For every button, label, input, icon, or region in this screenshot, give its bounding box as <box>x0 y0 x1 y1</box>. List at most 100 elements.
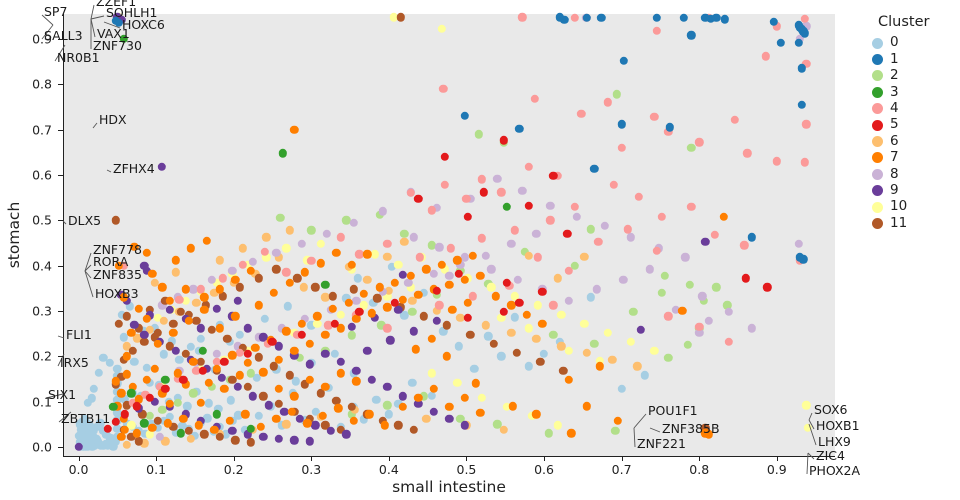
annotation-leader <box>90 4 95 20</box>
legend-swatch-icon <box>872 54 883 66</box>
x-tick-mark <box>699 456 701 461</box>
legend-swatch-icon <box>872 152 883 164</box>
x-tick-label: 0.3 <box>301 462 322 477</box>
gene-annotation-label: RORA <box>93 254 129 269</box>
annotation-leader <box>103 21 121 29</box>
gene-annotation-label: SOHLH1 <box>106 5 158 20</box>
gene-annotation-label: SOX6 <box>814 402 848 417</box>
legend-swatch-icon <box>872 37 883 49</box>
x-tick-label: 0.0 <box>68 462 89 477</box>
y-tick-mark <box>58 129 63 131</box>
gene-annotation-label: SALL3 <box>44 28 83 43</box>
gene-annotation-label: ZFHX4 <box>113 161 155 176</box>
legend-swatch-icon <box>872 136 883 148</box>
legend-item-cluster-4[interactable]: 4 <box>872 101 960 117</box>
legend-label: 1 <box>890 50 899 67</box>
legend-rows: 0 1 2 3 4 5 6 7 8 9 10 11 <box>872 35 960 232</box>
legend-item-cluster-3[interactable]: 3 <box>872 84 960 100</box>
legend-item-cluster-5[interactable]: 5 <box>872 117 960 133</box>
annotation-leader <box>84 264 92 272</box>
legend-item-cluster-7[interactable]: 7 <box>872 150 960 166</box>
legend-label: 0 <box>890 34 899 51</box>
x-tick-label: 0.1 <box>146 462 167 477</box>
x-tick-mark <box>311 456 313 461</box>
x-tick-label: 0.4 <box>378 462 399 477</box>
gene-annotation-label: HDX <box>99 112 127 127</box>
y-tick-label: 0.0 <box>32 439 52 455</box>
annotation-leader <box>808 419 815 430</box>
annotation-leader <box>106 169 112 173</box>
annotation-leader <box>84 270 94 298</box>
annotation-leader <box>58 411 72 423</box>
legend-item-cluster-6[interactable]: 6 <box>872 133 960 149</box>
x-tick-mark <box>388 456 390 461</box>
legend-label: 6 <box>890 132 899 149</box>
legend-label: 2 <box>890 67 899 84</box>
annotation-leader <box>45 393 64 399</box>
annotation-leader <box>807 452 815 460</box>
legend-swatch-icon <box>872 70 883 82</box>
legend-label: 5 <box>890 116 899 133</box>
annotation-leader <box>633 427 636 448</box>
gene-annotation-label: ZNF778 <box>93 242 142 257</box>
x-tick-mark <box>621 456 623 461</box>
annotation-leader <box>62 220 67 225</box>
annotation-leader <box>57 353 65 367</box>
gene-annotation-label: ZNF730 <box>93 38 142 53</box>
gene-annotation-label: IRX5 <box>60 355 89 370</box>
annotation-leader <box>808 412 813 421</box>
legend-swatch-icon <box>872 185 883 197</box>
annotation-leader <box>84 252 92 272</box>
annotation-leader <box>90 18 96 38</box>
y-tick-label: 0.1 <box>32 394 52 410</box>
legend-label: 3 <box>890 83 899 100</box>
legend-label: 4 <box>890 100 899 116</box>
legend-swatch-icon <box>872 201 883 213</box>
y-tick-label: 0.5 <box>32 212 52 228</box>
legend-title: Cluster <box>878 14 930 30</box>
legend-label: 8 <box>890 165 899 182</box>
legend-item-cluster-10[interactable]: 10 <box>872 199 960 215</box>
gene-annotation-label: HOXB3 <box>95 286 139 301</box>
legend-label: 7 <box>890 149 899 166</box>
gene-annotation-label: HOXC6 <box>122 17 165 32</box>
y-tick-mark <box>58 356 63 358</box>
annotation-leader <box>84 270 92 279</box>
x-axis-label: small intestine <box>392 478 506 496</box>
x-tick-label: 0.2 <box>223 462 244 477</box>
x-tick-label: 0.6 <box>534 462 554 477</box>
annotation-leader <box>54 44 66 62</box>
legend-item-cluster-9[interactable]: 9 <box>872 183 960 199</box>
annotation-leader <box>57 335 65 339</box>
y-tick-mark <box>58 401 63 403</box>
y-tick-mark <box>58 84 63 86</box>
y-tick-label: 0.8 <box>32 76 52 92</box>
gene-annotation-label: LHX9 <box>818 434 851 449</box>
gene-annotation-label: ZBTB11 <box>61 411 111 426</box>
annotation-leader <box>41 24 54 40</box>
legend-item-cluster-11[interactable]: 11 <box>872 215 960 231</box>
y-tick-label: 0.3 <box>32 303 52 319</box>
y-tick-mark <box>58 446 63 448</box>
legend-label: 9 <box>890 181 899 198</box>
y-tick-mark <box>58 220 63 222</box>
legend-item-cluster-8[interactable]: 8 <box>872 166 960 182</box>
x-tick-label: 0.5 <box>456 462 477 477</box>
y-axis-line <box>63 14 64 456</box>
gene-annotation-label: ZZEF1 <box>96 0 137 9</box>
annotation-leader <box>90 15 105 20</box>
legend-item-cluster-2[interactable]: 2 <box>872 68 960 84</box>
legend-label: 11 <box>890 214 908 231</box>
gene-annotation-label: SP7 <box>44 4 68 19</box>
legend-label: 10 <box>890 198 908 215</box>
legend-swatch-icon <box>872 168 883 180</box>
legend-item-cluster-0[interactable]: 0 <box>872 35 960 51</box>
y-tick-label: 0.4 <box>32 258 52 274</box>
gene-annotation-label: ZNF385B <box>662 421 720 436</box>
x-tick-mark <box>466 456 468 461</box>
legend-item-cluster-1[interactable]: 1 <box>872 51 960 67</box>
x-tick-label: 0.9 <box>766 462 787 477</box>
